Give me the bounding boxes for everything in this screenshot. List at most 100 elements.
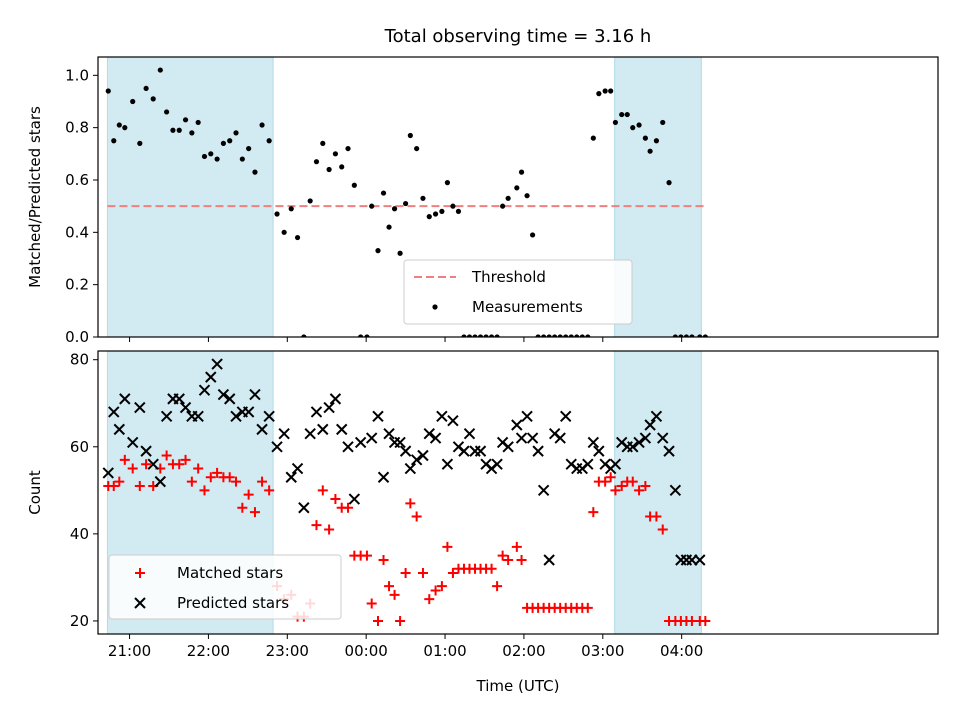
data-point [137, 140, 143, 146]
data-point [323, 401, 335, 414]
data-point [291, 462, 304, 475]
data-point [417, 449, 429, 462]
x-tick-label: 00:00 [345, 642, 388, 660]
data-point [237, 502, 248, 513]
bottom-legend: Matched stars Predicted stars [108, 554, 342, 620]
data-point [391, 206, 398, 212]
data-point [636, 122, 642, 128]
data-point [644, 419, 656, 431]
data-point [497, 550, 508, 561]
data-point [288, 206, 294, 212]
data-point [127, 463, 138, 474]
data-point [397, 250, 403, 256]
data-point [102, 467, 114, 479]
top-panel: 0.0 0.2 0.4 0.6 0.8 1.0 Matched/Predicted star… [26, 56, 939, 346]
data-point [514, 185, 520, 191]
data-point [263, 410, 275, 423]
data-point [574, 334, 580, 337]
top-y-axis-label: Matched/Predicted stars [26, 106, 44, 288]
data-point [588, 507, 599, 518]
data-point [317, 485, 328, 496]
data-point [571, 462, 583, 475]
data-point [378, 554, 389, 565]
data-point [494, 334, 500, 337]
data-point [554, 432, 566, 444]
data-point [602, 88, 608, 94]
data-point [386, 224, 392, 230]
data-point [224, 393, 236, 405]
data-point [372, 410, 384, 423]
y-tick-label: 20 [70, 612, 89, 630]
data-point [424, 594, 435, 605]
legend-box [403, 259, 633, 325]
data-point [474, 445, 487, 457]
data-point [543, 554, 555, 566]
data-point [373, 615, 383, 626]
data-point [605, 472, 616, 483]
data-point [198, 384, 211, 396]
x-axis-label: Time (UTC) [476, 677, 560, 695]
data-point [516, 554, 527, 565]
data-point [140, 445, 152, 457]
data-point [259, 122, 265, 128]
data-point [193, 463, 204, 474]
data-point [491, 458, 503, 470]
legend-swatch-measurements [432, 304, 438, 310]
data-point [488, 334, 495, 337]
data-point [332, 151, 339, 157]
data-point [395, 615, 406, 626]
data-point [179, 401, 192, 414]
y-tick-label: 0.4 [65, 223, 89, 241]
data-point [310, 406, 323, 418]
data-point [205, 472, 216, 483]
data-point [105, 88, 111, 94]
data-point [634, 485, 645, 496]
data-point [377, 471, 390, 483]
data-point [246, 145, 252, 152]
y-tick-label: 40 [70, 525, 89, 543]
data-point [122, 125, 128, 131]
data-point [384, 581, 395, 592]
data-point [694, 554, 706, 566]
legend-label-measurements: Measurements [472, 298, 583, 316]
data-point [242, 406, 255, 418]
data-point [214, 156, 220, 162]
data-point [375, 248, 381, 254]
top-legend: Threshold Measurements [403, 259, 633, 325]
data-point [666, 180, 672, 186]
data-point [663, 445, 675, 457]
data-point [429, 432, 442, 444]
data-point [111, 138, 117, 144]
top-shaded-span-0 [106, 57, 274, 337]
data-point [217, 388, 230, 401]
data-point [160, 410, 173, 423]
data-point [324, 524, 335, 535]
series-predicted-stars [102, 358, 706, 566]
data-point [472, 334, 478, 337]
data-point [477, 334, 484, 337]
data-point [612, 119, 619, 126]
data-point [505, 195, 511, 201]
data-point [113, 423, 126, 436]
data-point [201, 153, 208, 160]
data-point [557, 334, 563, 337]
data-point [600, 476, 611, 487]
data-point [532, 445, 544, 457]
data-point [134, 480, 145, 491]
legend-box [108, 554, 342, 620]
data-point [405, 498, 416, 509]
legend-label-matched: Matched stars [177, 564, 283, 582]
data-point [458, 445, 470, 457]
x-tick-label: 02:00 [502, 642, 545, 660]
data-point [683, 334, 689, 337]
data-point [669, 484, 682, 497]
data-point [266, 138, 272, 144]
data-point [301, 334, 307, 337]
data-point [441, 458, 454, 470]
data-point [311, 520, 322, 531]
data-point [447, 568, 458, 579]
data-point [660, 119, 666, 126]
data-point [700, 615, 711, 626]
data-point [560, 410, 572, 423]
